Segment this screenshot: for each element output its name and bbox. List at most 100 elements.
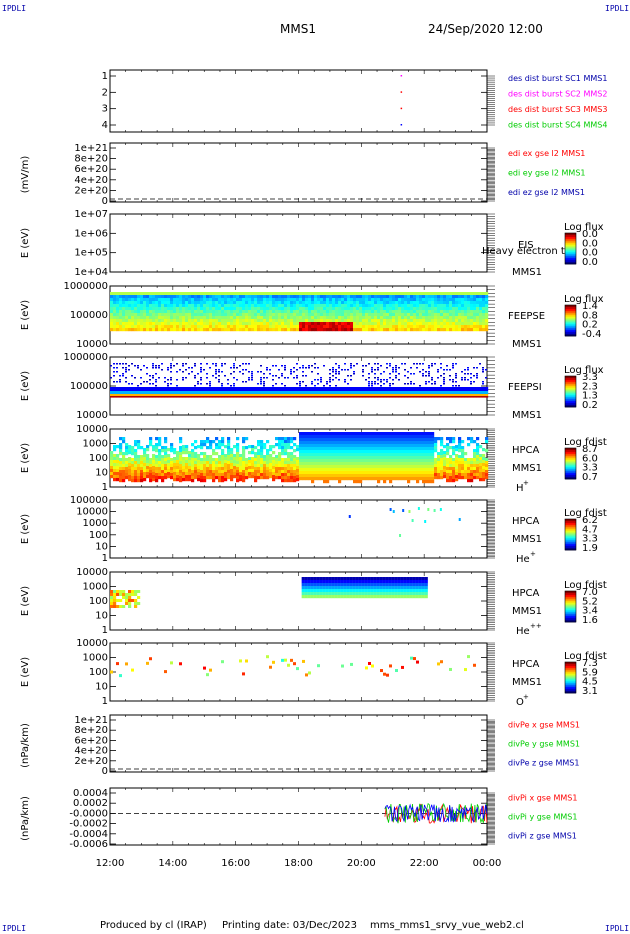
spectrogram-cell: [269, 307, 273, 311]
spectrogram-cell: [356, 301, 360, 305]
spectrogram-cell: [191, 328, 195, 332]
spectrogram-cell: [257, 325, 261, 329]
spectrogram-cell: [161, 464, 165, 468]
spectrogram-cell: [395, 432, 399, 436]
spectrogram-cell: [137, 307, 141, 311]
spectrogram-cell: [449, 458, 453, 462]
spectrogram-cell: [311, 301, 315, 305]
colorbar-swatch: [565, 477, 576, 480]
spectrogram-cell: [275, 365, 277, 367]
spectrogram-cell: [347, 450, 351, 454]
spectrogram-cell: [434, 467, 438, 471]
spectrogram-cell: [452, 440, 456, 444]
spectrogram-cell: [395, 462, 399, 466]
spectrogram-cell: [350, 391, 354, 394]
spectrogram-cell: [119, 449, 123, 453]
spectrogram-cell: [485, 328, 489, 332]
spectrogram-cell: [212, 394, 216, 396]
spectrogram-cell: [293, 319, 297, 323]
spectrogram-cell: [440, 322, 444, 326]
spectrogram-cell: [221, 371, 223, 373]
spectrogram-cell: [296, 322, 300, 326]
spectrogram-cell: [272, 301, 276, 305]
spectrogram-cell: [485, 476, 489, 480]
spectrogram-cell: [203, 298, 207, 302]
y-tick-label: 10000: [76, 507, 108, 518]
spectrogram-cell: [362, 387, 366, 391]
spectrogram-cell: [146, 301, 150, 305]
spectrogram-cell: [260, 387, 264, 391]
spectrogram-cell: [404, 438, 408, 442]
spectrogram-cell: [380, 385, 382, 387]
spectrogram-cell: [326, 391, 330, 394]
spectrogram-cell: [317, 432, 321, 436]
spectrogram-cell: [260, 394, 264, 396]
spectrogram-cell: [266, 464, 270, 468]
spectrogram-cell: [467, 373, 469, 375]
spectrogram-cell: [134, 298, 138, 302]
spectrogram-cell: [206, 383, 208, 385]
spectrogram-cell: [422, 468, 426, 472]
spectrogram-cell: [362, 313, 366, 317]
y-tick-label: 1e+04: [74, 267, 108, 278]
spectrogram-cell: [305, 444, 309, 448]
spectrogram-cell: [161, 461, 165, 465]
spectrogram-cell: [275, 470, 279, 474]
spectrogram-cell: [206, 377, 208, 379]
spectrogram-cell: [218, 440, 222, 444]
spectrogram-cell: [173, 469, 177, 473]
spectrogram-cell: [407, 394, 411, 396]
spectrogram-cell: [125, 449, 129, 453]
spectrogram-cell: [410, 367, 412, 369]
spectrogram-cell: [302, 304, 306, 308]
spectrogram-cell: [122, 479, 126, 483]
spectrogram-cell: [131, 452, 135, 456]
spectrogram-cell: [206, 304, 210, 308]
spectrogram-cell: [386, 391, 390, 394]
spectrogram-cell: [446, 365, 448, 367]
spectrogram-cell: [149, 396, 153, 398]
spectrogram-cell: [314, 474, 318, 478]
spectrogram-cell: [158, 391, 162, 394]
spectrogram-cell: [431, 462, 435, 466]
spectrogram-cell: [482, 301, 486, 305]
spectrogram-cell: [233, 391, 237, 394]
spectrogram-cell: [131, 322, 135, 326]
spectrogram-cell: [197, 394, 201, 396]
spectrogram-cell: [128, 295, 132, 299]
spectrogram-cell: [470, 473, 474, 477]
spectrogram-cell: [305, 432, 309, 436]
spectrogram-cell: [137, 319, 141, 323]
spectrogram-cell: [308, 471, 312, 475]
spectrogram-cell: [125, 310, 129, 314]
spectrogram-cell: [482, 292, 486, 296]
spectrogram-cell: [320, 441, 324, 445]
spectrogram-cell: [290, 396, 294, 398]
spectrogram-cell: [239, 328, 243, 332]
spectrogram-cell: [284, 385, 286, 387]
spectrogram-cell: [419, 310, 423, 314]
legend-entry: edi ez gse l2 MMS1: [508, 188, 585, 197]
spectrogram-cell: [377, 383, 379, 385]
spectrogram-cell: [344, 328, 348, 332]
spectrogram-cell: [302, 325, 306, 329]
spectrogram-cell: [446, 387, 450, 391]
spectrogram-cell: [419, 387, 423, 391]
spectrogram-cell: [215, 470, 219, 474]
spectrogram-cell: [299, 450, 303, 454]
spectrogram-cell: [428, 313, 432, 317]
spectrogram-cell: [332, 369, 334, 371]
spectrogram-cell: [449, 470, 453, 474]
spectrogram-cell: [464, 307, 468, 311]
spectrogram-cell: [140, 319, 144, 323]
spectrogram-cell: [440, 449, 444, 453]
spectrogram-cell: [464, 476, 468, 480]
spectrogram-cell: [176, 292, 180, 296]
spectrogram-cell: [128, 365, 130, 367]
spectrogram-cell: [167, 457, 171, 461]
spectrogram-cell: [131, 383, 133, 385]
spectrogram-cell: [368, 447, 372, 451]
spectrogram-cell: [323, 316, 327, 320]
spectrogram-cell: [296, 301, 300, 305]
spectrogram-cell: [311, 435, 315, 439]
